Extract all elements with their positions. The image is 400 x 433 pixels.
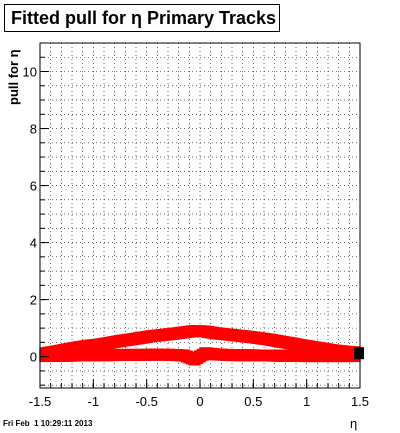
x-tick-label: -0.5	[135, 394, 157, 409]
y-tick-label: 8	[30, 122, 37, 137]
x-axis-label: η	[350, 416, 358, 431]
y-axis-label: pull for η	[6, 49, 21, 105]
x-tick-label: 1.5	[351, 394, 369, 409]
y-tick-label: 10	[23, 65, 37, 80]
x-tick-label: 1	[303, 394, 310, 409]
x-tick-label: 0.5	[244, 394, 262, 409]
series-1	[39, 347, 361, 366]
y-axis-label-wrap: pull for η	[6, 49, 26, 125]
chart-title-box: Fitted pull for η Primary Tracks	[4, 4, 280, 32]
tick-labels: -1.5 -1 -0.5 0 0.5 1 1.5 0 2 4 6 8 10	[23, 65, 370, 409]
x-tick-label: -1	[88, 394, 100, 409]
axis-ticks	[39, 42, 361, 388]
y-tick-label: 4	[30, 236, 37, 251]
data-point	[354, 347, 364, 360]
data-marks	[39, 324, 364, 366]
y-tick-label: 2	[30, 293, 37, 308]
x-tick-label: -1.5	[29, 394, 51, 409]
timestamp: Fri Feb 1 10:29:11 2013	[3, 419, 93, 428]
x-tick-label: 0	[196, 394, 203, 409]
y-tick-label: 6	[30, 179, 37, 194]
y-tick-label: 0	[30, 350, 37, 365]
chart-title: Fitted pull for η Primary Tracks	[11, 7, 277, 28]
